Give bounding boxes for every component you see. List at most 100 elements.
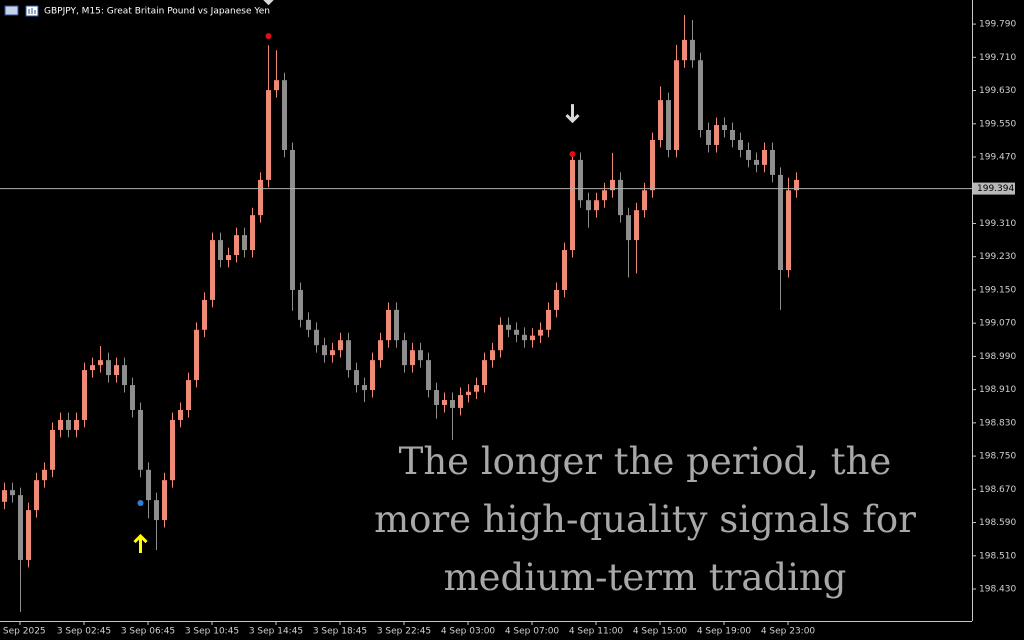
annotation-line: more high-quality signals for xyxy=(374,498,916,541)
candle-body xyxy=(378,340,383,361)
candle xyxy=(506,317,511,338)
candle-body xyxy=(586,200,591,211)
candle-body xyxy=(474,385,479,392)
candle-body xyxy=(610,179,615,191)
candle-body xyxy=(114,365,119,376)
candle xyxy=(730,122,735,148)
candle xyxy=(194,322,199,388)
candle xyxy=(178,402,183,428)
y-tick-label: 199.070 xyxy=(979,319,1016,329)
candle xyxy=(114,357,119,383)
candle xyxy=(570,152,575,258)
candle-body xyxy=(210,240,215,300)
candle-body xyxy=(666,100,671,150)
candle xyxy=(354,362,359,393)
y-tick-label: 198.910 xyxy=(979,385,1016,395)
candle xyxy=(346,332,351,378)
candle xyxy=(378,332,383,368)
candle xyxy=(106,352,111,383)
chart-title: GBPJPY, M15: Great Britain Pound vs Japa… xyxy=(44,7,270,17)
candle xyxy=(514,322,519,343)
candle-body xyxy=(426,360,431,391)
candle xyxy=(418,342,423,368)
x-tick-label: 4 Sep 15:00 xyxy=(633,627,688,637)
annotation: The longer the period, the more high-qual… xyxy=(374,440,916,599)
candle-body xyxy=(546,309,551,330)
candle-body xyxy=(170,419,175,481)
candle xyxy=(674,44,679,158)
candle-body xyxy=(234,235,239,256)
candle-body xyxy=(58,419,63,430)
candle-body xyxy=(642,190,647,211)
y-tick-label: 198.670 xyxy=(979,485,1016,495)
candle-body xyxy=(18,495,23,560)
candle xyxy=(530,328,535,348)
candle xyxy=(90,357,95,378)
x-tick-label: 4 Sep 07:00 xyxy=(505,627,560,637)
y-tick-label: 199.710 xyxy=(979,53,1016,63)
candle xyxy=(386,302,391,348)
candle xyxy=(666,92,671,158)
candle-body xyxy=(250,215,255,251)
candle xyxy=(586,192,591,228)
candle-body xyxy=(186,380,191,410)
candle xyxy=(618,172,623,223)
x-tick-label: 3 Sep 10:45 xyxy=(185,627,239,637)
candle-body xyxy=(530,335,535,341)
candle-body xyxy=(290,149,295,290)
candle xyxy=(82,362,87,428)
candle-body xyxy=(538,329,543,336)
candle xyxy=(234,227,239,263)
candle-body xyxy=(354,370,359,386)
candle xyxy=(554,282,559,318)
y-tick-label: 198.590 xyxy=(979,518,1016,528)
candle-body xyxy=(466,391,471,396)
candle-body xyxy=(314,329,319,346)
candle-body xyxy=(138,409,143,470)
candle xyxy=(362,377,367,403)
current-price-label: 199.394 xyxy=(977,184,1014,194)
candle-body xyxy=(162,480,167,521)
candle xyxy=(722,117,727,138)
y-tick-label: 199.550 xyxy=(979,119,1016,129)
candle xyxy=(658,86,663,148)
candle-body xyxy=(714,125,719,145)
candle xyxy=(298,282,303,328)
x-tick-label: 4 Sep 03:00 xyxy=(441,627,496,637)
candle xyxy=(338,332,343,358)
candle xyxy=(442,392,447,413)
candle xyxy=(762,142,767,173)
candle xyxy=(578,152,583,208)
candle-body xyxy=(786,190,791,270)
candle xyxy=(186,372,191,418)
candle-body xyxy=(410,350,415,366)
candle xyxy=(314,322,319,353)
candle xyxy=(330,342,335,363)
candle-body xyxy=(434,390,439,405)
candle-body xyxy=(626,215,631,241)
candle-body xyxy=(362,385,367,391)
candle-body xyxy=(98,360,103,366)
candle xyxy=(18,487,23,612)
signal-dot xyxy=(265,33,272,40)
candle-body xyxy=(330,350,335,356)
candle xyxy=(26,502,31,568)
candle-body xyxy=(322,345,327,356)
candle-body xyxy=(306,319,311,330)
candle xyxy=(50,422,55,478)
candle xyxy=(522,327,527,348)
candle xyxy=(754,152,759,173)
candle-body xyxy=(218,240,223,261)
candle xyxy=(450,392,455,440)
candle-body xyxy=(10,490,15,496)
candle-body xyxy=(202,299,207,330)
candle xyxy=(202,292,207,338)
candle xyxy=(250,207,255,258)
candle xyxy=(770,142,775,183)
candle xyxy=(690,19,695,68)
candle-body xyxy=(130,385,135,410)
candle xyxy=(242,227,247,258)
y-tick-label: 198.750 xyxy=(979,452,1016,462)
candle-body xyxy=(650,139,655,191)
candle xyxy=(490,342,495,368)
